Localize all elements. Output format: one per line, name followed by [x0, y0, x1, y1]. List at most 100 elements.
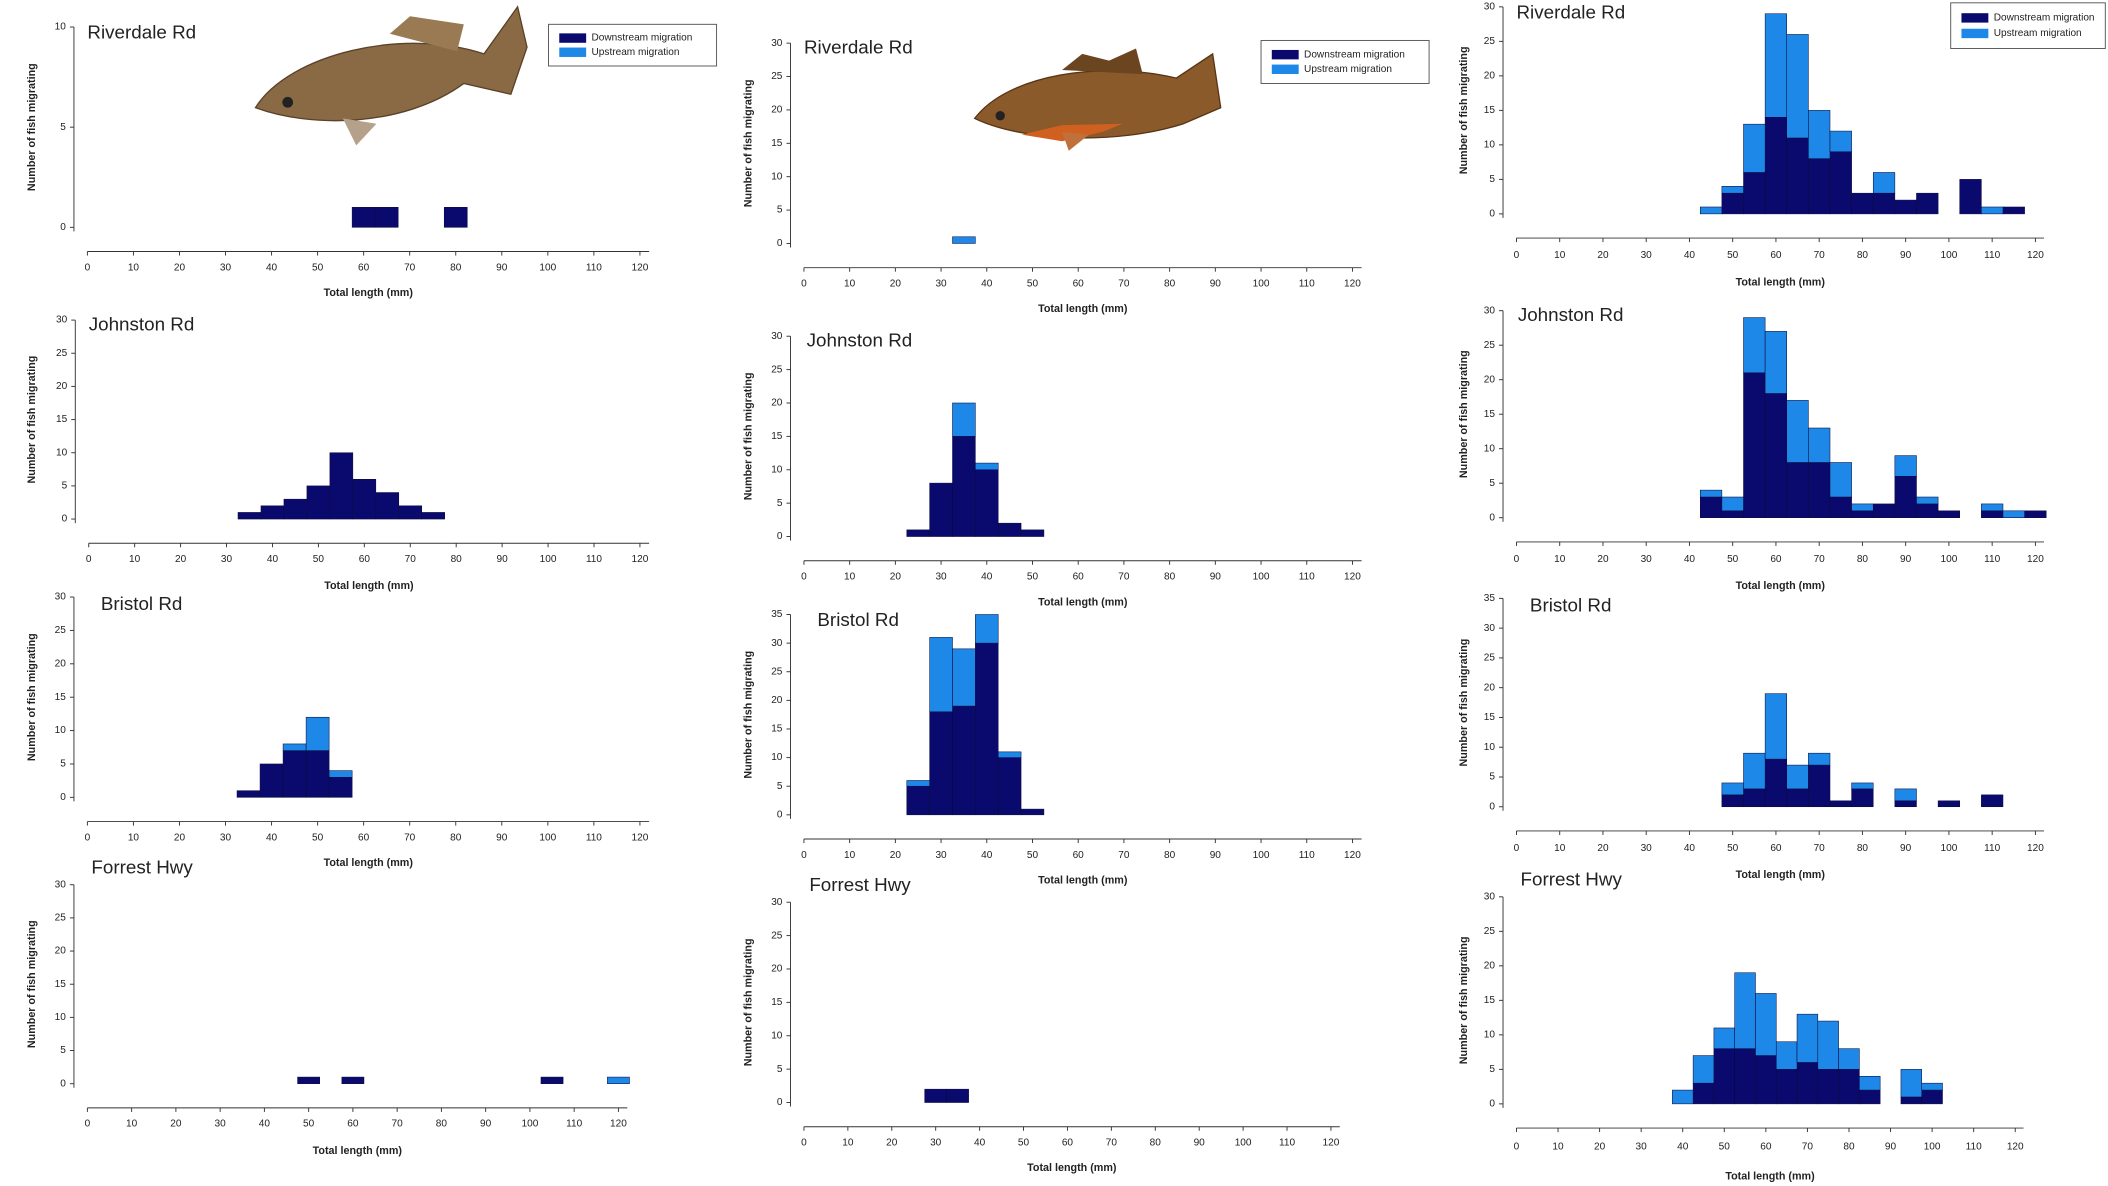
- y-tick-label: 0: [1489, 512, 1495, 523]
- x-tick-label: 70: [404, 832, 416, 843]
- bar: [997, 757, 1022, 816]
- bar: [1817, 1020, 1839, 1070]
- legend-label: Downstream migration: [1304, 49, 1405, 60]
- bar: [341, 1076, 365, 1084]
- bar: [351, 207, 376, 228]
- y-tick-label: 0: [60, 222, 66, 233]
- y-tick-label: 10: [1484, 1030, 1496, 1041]
- bar: [1916, 496, 1939, 505]
- x-tick-label: 90: [1210, 850, 1222, 861]
- x-tick-label: 80: [1857, 250, 1869, 261]
- bar: [1808, 462, 1831, 518]
- y-tick-label: 35: [771, 609, 783, 620]
- y-axis-label: Number of fish migrating: [26, 356, 38, 484]
- x-tick-label: 120: [1323, 1138, 1340, 1149]
- bar: [1721, 496, 1744, 512]
- x-tick-label: 100: [1941, 554, 1958, 565]
- x-tick-label: 100: [539, 262, 556, 273]
- panel-title: Johnston Rd: [89, 313, 195, 334]
- bar: [1786, 400, 1809, 463]
- bar: [929, 637, 953, 713]
- x-tick-label: 0: [1514, 554, 1520, 565]
- bar: [1743, 788, 1766, 808]
- x-tick-label: 80: [1857, 554, 1869, 565]
- bar: [1829, 800, 1852, 808]
- y-tick-label: 0: [62, 514, 68, 525]
- panel-title: Riverdale Rd: [1516, 2, 1625, 23]
- x-tick-label: 110: [1984, 250, 2000, 261]
- y-axis-label: Number of fish migrating: [1458, 639, 1470, 767]
- x-tick-label: 0: [801, 1138, 807, 1149]
- y-tick-label: 15: [55, 979, 67, 990]
- bar: [952, 436, 976, 537]
- y-tick-label: 15: [1484, 105, 1496, 116]
- y-tick-label: 10: [55, 1012, 67, 1023]
- y-axis-label: Number of fish migrating: [26, 920, 38, 1048]
- bar: [1734, 1048, 1756, 1105]
- x-tick-label: 110: [1279, 1138, 1295, 1149]
- bar: [1859, 1089, 1881, 1105]
- bar: [1829, 130, 1852, 153]
- x-axis-label: Total length (mm): [1038, 303, 1128, 315]
- x-tick-label: 10: [126, 1119, 138, 1130]
- x-tick-label: 70: [405, 554, 417, 565]
- bar: [975, 614, 999, 644]
- x-tick-label: 20: [174, 832, 186, 843]
- legend-swatch: [1271, 49, 1299, 60]
- y-tick-label: 15: [1484, 409, 1496, 420]
- x-tick-label: 120: [1344, 278, 1361, 289]
- legend-box: [1950, 2, 2106, 49]
- bar: [1713, 1027, 1735, 1049]
- x-tick-label: 20: [1597, 250, 1609, 261]
- panel-title: Johnston Rd: [1518, 304, 1624, 325]
- x-tick-label: 10: [128, 832, 140, 843]
- bar: [1808, 427, 1831, 463]
- panel: Johnston Rd 0 5 10 15 20 25 30 0 10 20 30 40 50 60 70 80…: [26, 313, 650, 592]
- x-tick-label: 10: [1554, 843, 1566, 854]
- y-tick-label: 0: [777, 531, 783, 542]
- panel: Bristol Rd 0 5 10 15 20 25 30 0 10 20 30 40 50 60 70 80 9…: [26, 592, 650, 869]
- y-tick-label: 20: [55, 658, 67, 669]
- bar: [1937, 800, 1960, 808]
- bar: [1808, 764, 1831, 808]
- bar: [1981, 510, 2004, 518]
- bar: [1764, 758, 1788, 808]
- bar: [352, 478, 377, 520]
- bar: [328, 777, 353, 798]
- y-tick-label: 15: [771, 138, 783, 149]
- x-tick-label: 0: [801, 850, 807, 861]
- bar: [1775, 1041, 1798, 1070]
- x-tick-label: 120: [1344, 572, 1361, 583]
- x-tick-label: 30: [221, 554, 233, 565]
- x-tick-label: 100: [1941, 843, 1958, 854]
- x-tick-label: 10: [844, 278, 856, 289]
- x-tick-label: 20: [890, 278, 902, 289]
- y-tick-label: 10: [55, 725, 67, 736]
- x-tick-label: 40: [1677, 1142, 1689, 1153]
- x-tick-label: 120: [1344, 850, 1361, 861]
- y-tick-label: 5: [1489, 174, 1495, 185]
- x-tick-label: 100: [521, 1119, 538, 1130]
- bar: [1764, 13, 1788, 118]
- y-axis-label: Number of fish migrating: [743, 79, 755, 207]
- y-tick-label: 15: [771, 997, 783, 1008]
- x-tick-label: 110: [1299, 278, 1315, 289]
- y-tick-label: 25: [771, 71, 783, 82]
- y-tick-label: 20: [771, 398, 783, 409]
- x-tick-label: 80: [1164, 278, 1176, 289]
- x-tick-label: 60: [347, 1119, 359, 1130]
- bar: [1838, 1048, 1860, 1070]
- x-tick-label: 100: [1924, 1142, 1941, 1153]
- bar: [1894, 199, 1917, 215]
- bar: [1786, 462, 1809, 518]
- x-tick-label: 20: [1594, 1142, 1606, 1153]
- x-tick-label: 100: [540, 554, 557, 565]
- y-tick-label: 30: [55, 592, 67, 603]
- legend-swatch: [559, 33, 587, 43]
- bar: [952, 402, 976, 437]
- panel: Bristol Rd 0 5 10 15 20 25 30 35 0 10 20 30 40 50 60 70 8…: [743, 609, 1362, 887]
- bar: [952, 648, 976, 707]
- x-tick-label: 70: [392, 1119, 404, 1130]
- x-tick-label: 30: [1641, 250, 1653, 261]
- y-tick-label: 10: [1484, 443, 1496, 454]
